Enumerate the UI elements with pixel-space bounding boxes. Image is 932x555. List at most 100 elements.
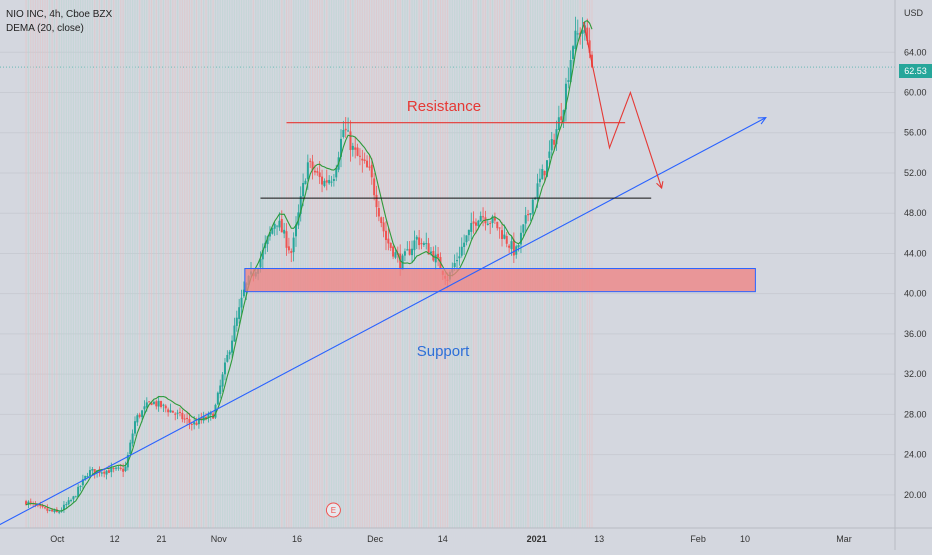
candle-body xyxy=(223,362,226,375)
candle-body xyxy=(93,469,96,474)
candle-body xyxy=(373,178,376,196)
candle-body xyxy=(363,159,366,161)
candle-body xyxy=(299,196,302,214)
candle-body xyxy=(321,176,324,185)
candle-body xyxy=(505,235,508,244)
candle-body xyxy=(112,468,115,470)
candle-body xyxy=(188,419,191,423)
candle-body xyxy=(349,131,352,151)
projection-arrowhead xyxy=(656,181,664,190)
candle-body xyxy=(557,117,560,130)
candle-body xyxy=(368,166,371,168)
candle-body xyxy=(380,217,383,224)
candle-body xyxy=(48,509,51,511)
candle-body xyxy=(195,422,198,425)
candle-body xyxy=(46,508,49,511)
candle-body xyxy=(536,183,539,198)
candle-body xyxy=(328,179,331,184)
y-tick-label: 64.00 xyxy=(904,47,927,57)
candle-body xyxy=(553,139,556,145)
candle-body xyxy=(103,471,106,474)
candle-body xyxy=(34,504,37,506)
x-tick-label: Mar xyxy=(836,534,852,544)
y-tick-label: 48.00 xyxy=(904,208,927,218)
candle-body xyxy=(190,423,193,425)
candle-body xyxy=(403,251,406,256)
candle-body xyxy=(427,243,430,255)
candle-body xyxy=(197,418,200,425)
candle-body xyxy=(522,224,525,233)
candle-body xyxy=(408,248,411,255)
candle-body xyxy=(209,412,212,415)
candle-body xyxy=(207,413,210,419)
candle-body xyxy=(394,252,397,258)
candle-body xyxy=(79,485,82,487)
x-tick-label: Nov xyxy=(211,534,228,544)
x-tick-label: 10 xyxy=(740,534,750,544)
candle-body xyxy=(88,470,91,477)
candle-body xyxy=(512,239,515,256)
y-tick-label: 56.00 xyxy=(904,128,927,138)
candle-body xyxy=(501,230,504,240)
candle-body xyxy=(124,466,127,471)
candle-body xyxy=(278,220,281,228)
candle-body xyxy=(62,504,65,511)
candle-body xyxy=(325,180,328,183)
candle-body xyxy=(231,340,234,353)
candle-body xyxy=(434,254,437,263)
candle-body xyxy=(406,249,409,251)
candle-body xyxy=(489,223,492,225)
candle-body xyxy=(389,242,392,248)
candle-body xyxy=(233,325,236,342)
candle-body xyxy=(482,216,485,218)
candle-body xyxy=(309,160,312,162)
candle-body xyxy=(524,215,527,224)
candle-body xyxy=(141,410,144,418)
candle-body xyxy=(453,263,456,267)
candle-body xyxy=(150,402,153,406)
candle-body xyxy=(129,442,132,454)
support-trendline xyxy=(0,117,767,526)
y-tick-label: 52.00 xyxy=(904,168,927,178)
candle-body xyxy=(460,246,463,256)
candle-body xyxy=(392,246,395,257)
candle-body xyxy=(347,130,350,132)
candle-body xyxy=(510,241,513,250)
candle-body xyxy=(235,317,238,326)
candle-body xyxy=(131,433,134,444)
candle-body xyxy=(287,246,290,251)
resistance-label: Resistance xyxy=(407,98,481,115)
candle-body xyxy=(548,151,551,158)
candle-body xyxy=(456,260,459,262)
candle-body xyxy=(474,222,477,226)
candle-body xyxy=(316,171,319,173)
candle-body xyxy=(133,421,136,434)
candle-body xyxy=(148,401,151,403)
candle-body xyxy=(550,139,553,151)
candle-body xyxy=(280,218,283,233)
candle-body xyxy=(122,468,125,472)
y-tick-label: 28.00 xyxy=(904,409,927,419)
candle-body xyxy=(214,404,217,418)
candle-body xyxy=(183,418,186,420)
candle-body xyxy=(283,229,286,234)
candle-body xyxy=(470,222,473,232)
candle-body xyxy=(242,289,245,297)
candle-body xyxy=(567,80,570,82)
candle-body xyxy=(261,249,264,260)
candle-body xyxy=(105,470,108,475)
candle-body xyxy=(572,46,575,60)
candle-body xyxy=(216,392,219,405)
support-label: Support xyxy=(417,343,470,360)
candle-body xyxy=(268,232,271,237)
candle-body xyxy=(384,230,387,241)
candle-body xyxy=(65,504,68,506)
candle-body xyxy=(259,258,262,268)
candle-body xyxy=(285,231,288,248)
candle-body xyxy=(174,413,177,415)
y-tick-label: 44.00 xyxy=(904,248,927,258)
candle-body xyxy=(382,222,385,232)
candle-body xyxy=(306,162,309,180)
